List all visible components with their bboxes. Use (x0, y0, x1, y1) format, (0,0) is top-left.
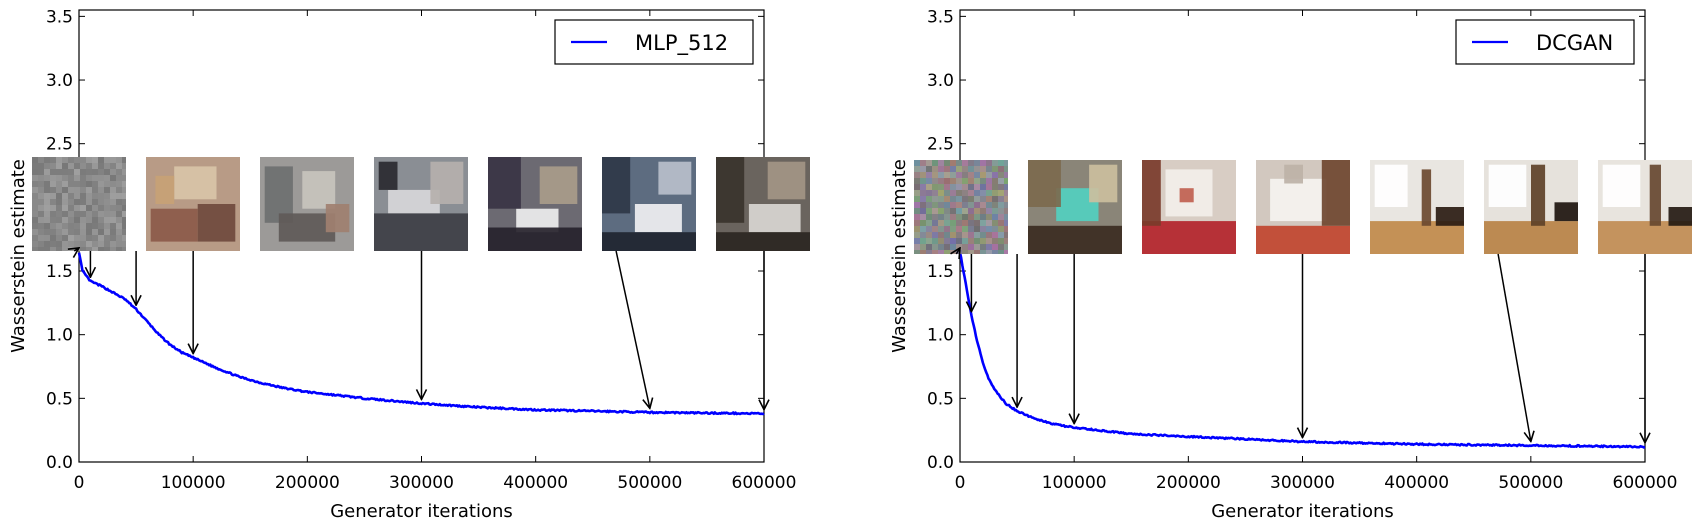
y-tick-label: 2.5 (46, 135, 73, 155)
x-tick-label: 0 (955, 473, 966, 493)
y-tick-label: 3.0 (46, 71, 73, 91)
x-tick-label: 0 (74, 473, 85, 493)
series-line (77, 252, 765, 416)
x-tick-label: 400000 (1384, 473, 1449, 493)
y-tick-label: 3.5 (46, 7, 73, 27)
x-tick-label: 600000 (1613, 473, 1678, 493)
chart-panel-dcgan: 0.00.51.01.52.02.53.03.50100000200000300… (889, 7, 1692, 522)
y-axis-title: Wasserstein estimate (8, 159, 29, 353)
snapshot-arrow (74, 248, 79, 251)
y-tick-label: 0.0 (46, 453, 73, 473)
chart-panel-mlp: 0.00.51.01.52.02.53.03.50100000200000300… (8, 7, 810, 522)
y-tick-label: 3.5 (927, 7, 954, 27)
x-axis-title: Generator iterations (330, 501, 513, 522)
y-tick-label: 2.5 (927, 135, 954, 155)
y-tick-label: 0.5 (46, 389, 73, 409)
snapshot-arrow (1497, 253, 1531, 441)
x-tick-label: 200000 (275, 473, 340, 493)
y-tick-label: 1.5 (46, 262, 73, 282)
y-tick-label: 1.5 (927, 262, 954, 282)
x-tick-label: 500000 (1498, 473, 1563, 493)
y-tick-label: 0.0 (927, 453, 954, 473)
x-tick-label: 300000 (389, 473, 454, 493)
y-tick-label: 0.5 (927, 389, 954, 409)
x-tick-label: 200000 (1156, 473, 1221, 493)
x-tick-label: 300000 (1270, 473, 1335, 493)
y-axis-title: Wasserstein estimate (889, 159, 910, 353)
x-tick-label: 500000 (617, 473, 682, 493)
snapshot-arrow (956, 248, 960, 254)
x-tick-label: 400000 (503, 473, 568, 493)
series-line (958, 252, 1646, 449)
x-tick-label: 100000 (161, 473, 226, 493)
x-axis-title: Generator iterations (1211, 501, 1394, 522)
y-tick-label: 1.0 (46, 326, 73, 346)
y-tick-label: 3.0 (927, 71, 954, 91)
x-tick-label: 100000 (1042, 473, 1107, 493)
legend-label: DCGAN (1536, 31, 1613, 55)
x-tick-label: 600000 (732, 473, 797, 493)
y-tick-label: 1.0 (927, 326, 954, 346)
legend-label: MLP_512 (635, 31, 728, 56)
snapshot-arrow (615, 250, 650, 408)
